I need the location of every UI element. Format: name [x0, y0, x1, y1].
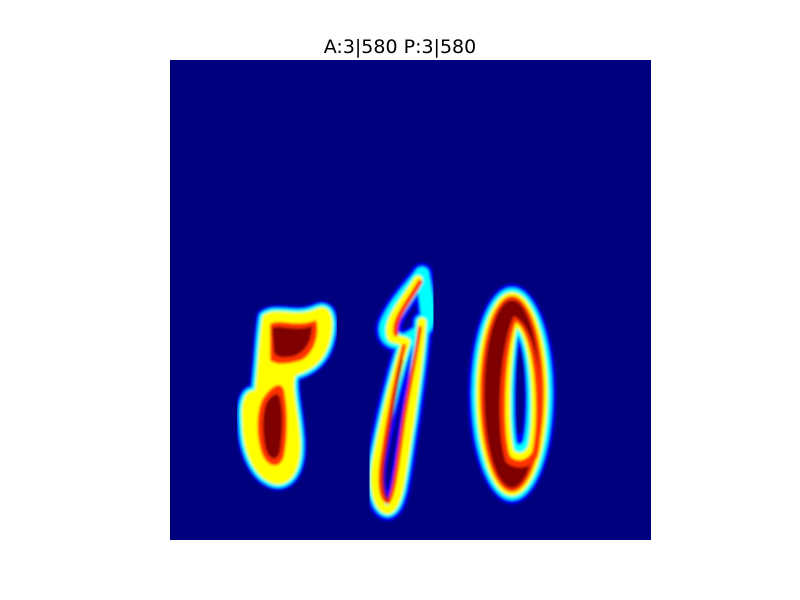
digit-zero-blob	[468, 284, 556, 504]
figure-title: A:3|580 P:3|580	[323, 36, 477, 58]
digit-eight-blob	[364, 263, 439, 521]
heatmap-image-panel	[170, 60, 651, 540]
digit-five-blob	[235, 301, 339, 491]
heatmap-image	[170, 60, 651, 540]
